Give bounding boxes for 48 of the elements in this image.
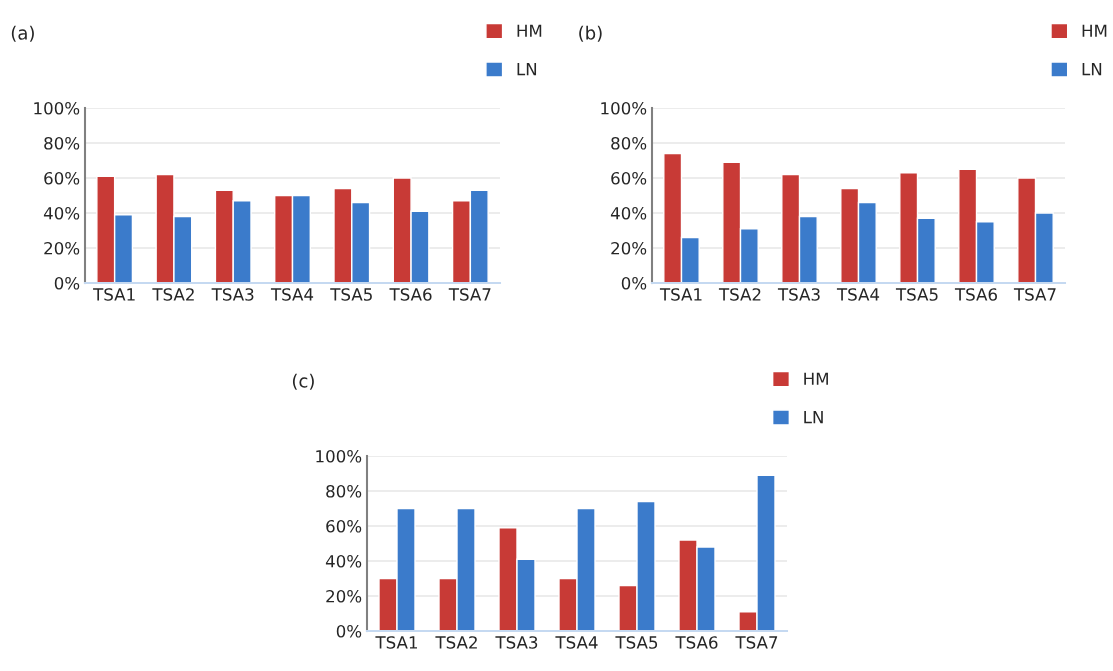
x-tick-label: TSA3 [211,288,254,301]
legend-label: HM [804,372,828,385]
x-tick-label: TSA3 [777,288,820,301]
y-tick-label: 0% [336,624,362,638]
chart-title: (c) [292,373,314,390]
x-tick-label: TSA5 [330,288,372,301]
legend-label: HM [1082,24,1107,37]
y-tick-label: 100% [601,101,647,115]
x-tick-label: TSA7 [735,636,778,649]
y-tick-label: 60% [44,171,80,185]
x-tick-label: TSA6 [675,636,718,649]
y-tick-label: 40% [325,554,362,568]
x-tick-label: TSA1 [659,288,702,301]
y-tick-label: 40% [610,206,647,220]
x-tick-label: TSA7 [448,288,491,301]
x-tick-label: TSA3 [495,636,538,649]
y-tick-label: 100% [316,449,362,463]
y-tick-label: 20% [611,241,647,255]
y-tick-label: 40% [43,206,80,220]
legend-label: LN [804,410,823,424]
x-tick-label: TSA6 [954,288,997,301]
x-tick-label: TSA5 [615,636,658,649]
y-tick-label: 20% [44,241,80,255]
x-tick-label: TSA1 [375,636,417,649]
x-tick-label: TSA6 [389,288,432,301]
x-tick-label: TSA2 [435,636,477,649]
y-tick-label: 80% [44,136,80,150]
y-tick-label: 80% [611,136,647,150]
y-tick-label: 0% [54,276,80,290]
x-tick-label: TSA4 [555,636,598,649]
chart-title: (b) [579,25,602,42]
x-tick-label: TSA2 [152,288,194,301]
x-tick-label: TSA1 [93,288,135,301]
chart-title: (a) [11,25,34,42]
x-tick-label: TSA5 [895,288,938,301]
legend-label: HM [517,24,542,37]
x-tick-label: TSA2 [718,288,761,301]
y-tick-label: 60% [326,519,362,533]
y-tick-label: 60% [611,171,647,185]
y-tick-label: 0% [621,276,647,290]
y-tick-label: 80% [326,484,362,498]
y-tick-label: 20% [326,589,362,603]
x-tick-label: TSA4 [270,288,314,301]
x-tick-label: TSA7 [1013,288,1056,301]
legend-label: LN [1082,62,1102,76]
y-tick-label: 100% [34,101,80,115]
x-tick-label: TSA4 [836,288,880,301]
legend-label: LN [517,62,537,76]
